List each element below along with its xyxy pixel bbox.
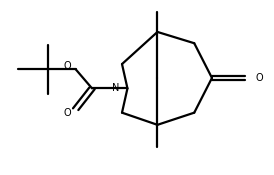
Text: N: N [112,83,119,93]
Text: O: O [64,61,71,71]
Text: O: O [64,108,71,118]
Text: O: O [256,73,263,83]
